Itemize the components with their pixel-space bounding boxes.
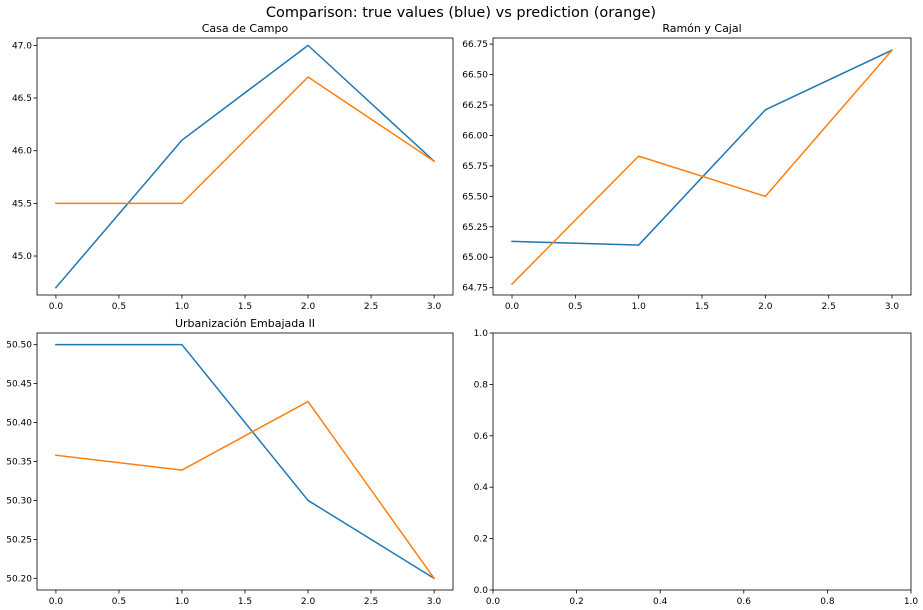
x-tick-label: 3.0	[427, 302, 442, 312]
y-tick-label: 65.00	[462, 253, 488, 263]
x-tick-label: 2.5	[364, 302, 378, 312]
x-tick-label: 0.0	[49, 597, 64, 607]
y-tick-label: 0.0	[474, 586, 489, 596]
axes-frame	[492, 37, 912, 296]
y-tick-label: 64.75	[462, 284, 488, 294]
y-tick-label: 65.75	[462, 162, 488, 172]
y-tick-label: 0.8	[474, 380, 489, 390]
subplot-casa-de-campo: Casa de Campo 0.0 0.5 1.0 1.5 2.0 2.5 3.0 45.0 45…	[12, 22, 454, 312]
y-tick-label: 66.50	[462, 71, 488, 81]
subplot-title: Urbanización Embajada II	[175, 317, 315, 330]
x-tick-label: 2.0	[758, 302, 773, 312]
subplot-title: Ramón y Cajal	[662, 22, 741, 35]
series-line-prediction	[55, 76, 436, 205]
x-tick-label: 1.5	[238, 597, 252, 607]
x-tick-label: 3.0	[885, 302, 900, 312]
y-tick-label: 66.75	[462, 40, 488, 50]
subplots-grid: Casa de Campo 0.0 0.5 1.0 1.5 2.0 2.5 3.0 45.0 45…	[6, 22, 918, 607]
y-tick-label: 50.30	[6, 496, 32, 506]
y-tick-label: 50.25	[6, 535, 32, 545]
x-tick-label: 1.0	[632, 302, 647, 312]
x-tick-label: 2.0	[301, 302, 316, 312]
x-tick-label: 3.0	[427, 597, 442, 607]
y-tick-label: 65.50	[462, 192, 488, 202]
x-tick-label: 0.0	[49, 302, 64, 312]
y-tick-label: 0.4	[474, 483, 489, 493]
x-tick-label: 1.0	[904, 597, 919, 607]
x-tick-label: 0.0	[505, 302, 520, 312]
x-tick-label: 1.0	[175, 302, 190, 312]
figure-title: Comparison: true values (blue) vs predic…	[266, 5, 656, 21]
y-tick-label: 47.0	[12, 41, 32, 51]
y-tick-label: 45.5	[12, 199, 32, 209]
axes-frame	[492, 332, 912, 591]
y-tick-label: 50.45	[6, 380, 32, 390]
series-line-prediction	[510, 49, 894, 286]
x-tick-label: 1.5	[238, 302, 252, 312]
subplot-empty: 0.0 0.2 0.4 0.6 0.8 1.0 0.0 0.2 0.4 0.6 0.8 1.0	[474, 329, 919, 607]
y-tick-label: 66.00	[462, 131, 488, 141]
y-tick-label: 46.0	[12, 147, 32, 157]
x-tick-label: 0.5	[112, 302, 126, 312]
x-tick-label: 0.4	[653, 597, 668, 607]
series-line-true	[54, 44, 436, 289]
subplot-ramon-y-cajal: Ramón y Cajal 0.0 0.5 1.0 1.5 2.0 2.5 3.0 64.75 6…	[462, 22, 912, 312]
x-tick-label: 0.0	[486, 597, 501, 607]
axes-frame	[36, 37, 454, 296]
x-tick-label: 0.5	[568, 302, 582, 312]
y-tick-label: 0.6	[474, 432, 489, 442]
series-line-true	[511, 49, 893, 246]
x-tick-label: 2.0	[301, 597, 316, 607]
x-tick-label: 0.8	[820, 597, 835, 607]
y-tick-label: 50.35	[6, 458, 32, 468]
y-tick-label: 50.50	[6, 341, 32, 351]
y-tick-label: 65.25	[462, 223, 488, 233]
y-tick-label: 66.25	[462, 101, 488, 111]
y-tick-label: 46.5	[12, 94, 32, 104]
y-tick-label: 0.2	[474, 535, 488, 545]
x-tick-label: 2.5	[364, 597, 378, 607]
x-tick-label: 1.0	[175, 597, 190, 607]
y-tick-label: 45.0	[12, 252, 32, 262]
y-tick-label: 50.40	[6, 419, 32, 429]
x-tick-label: 0.5	[112, 597, 126, 607]
y-tick-label: 1.0	[474, 329, 489, 339]
y-tick-label: 50.20	[6, 574, 32, 584]
x-tick-label: 1.5	[695, 302, 709, 312]
series-line-prediction	[55, 400, 436, 580]
x-tick-label: 0.6	[737, 597, 752, 607]
x-tick-label: 0.2	[569, 597, 583, 607]
subplot-title: Casa de Campo	[202, 22, 289, 35]
x-tick-label: 2.5	[822, 302, 836, 312]
axes-frame	[36, 332, 454, 591]
subplot-urbanizacion-embajada-ii: Urbanización Embajada II 0.0 0.5 1.0 1.5 2.0 2…	[6, 317, 454, 607]
series-line-true	[55, 343, 436, 580]
